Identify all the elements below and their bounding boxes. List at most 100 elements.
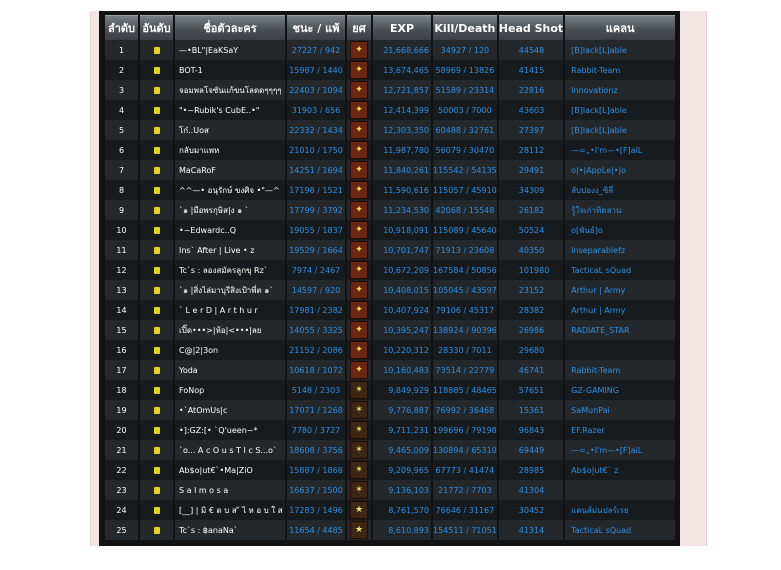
player-name: •`AtOmUs|c xyxy=(175,400,285,420)
table-row: 2 BOT-1 15987 / 1440 ✦ 13,674,465 58969 / 138… xyxy=(105,60,676,80)
clan-link[interactable]: รู้ใจเก่าทิดลาน xyxy=(565,200,676,220)
clan-link[interactable]: Inseparablefz xyxy=(565,240,676,260)
clan-link[interactable] xyxy=(565,340,676,360)
header-rankicon[interactable]: ยศ xyxy=(347,15,371,40)
clan-link[interactable]: [B]lack[L]able xyxy=(565,120,676,140)
clan-link[interactable]: Arthur | Army xyxy=(565,280,676,300)
clan-link[interactable]: EF.Razer xyxy=(565,420,676,440)
level-badge-cell xyxy=(140,200,173,220)
clan-link[interactable]: [B]lack[L]able xyxy=(565,40,676,60)
header-killdeath[interactable]: Kill/Death xyxy=(433,15,497,40)
level-badge-cell xyxy=(140,140,173,160)
table-row: 20 •]:GZ:[• `Q'ueen~* 7780 / 3727 ✶ 9,711,23… xyxy=(105,420,676,440)
player-name: `๑ |สิ่งไล่มาบุรีสิงเป้าพี่ต ๑` xyxy=(175,280,285,300)
table-row: 8 ^^—• อนุรักษ์ ขงศิจ •"—^ 17198 / 1521 ✦ 11… xyxy=(105,180,676,200)
header-level[interactable]: อันดับ xyxy=(140,15,173,40)
player-name: "•~Rubik's CubE..•" xyxy=(175,100,285,120)
headshot-count: 28985 xyxy=(498,460,564,480)
level-badge-cell xyxy=(140,400,173,420)
clan-link[interactable]: GZ-GAMING xyxy=(565,380,676,400)
win-loss: 19055 / 1837 xyxy=(287,220,345,240)
rank-icon-cell: ✦ xyxy=(347,300,371,320)
clan-link[interactable] xyxy=(565,480,676,500)
rank-number: 23 xyxy=(105,480,138,500)
clan-link[interactable]: TacticaL sQuad xyxy=(565,520,676,540)
clan-link[interactable]: SaMunPai xyxy=(565,400,676,420)
kill-death: 76992 / 36468 xyxy=(433,400,497,420)
rank-number: 22 xyxy=(105,460,138,480)
header-clan[interactable]: แคลน xyxy=(565,15,676,40)
header-headshot[interactable]: Head Shot xyxy=(498,15,564,40)
table-row: 6 กลับมาแพห 21010 / 1750 ✦ 11,987,780 56079 /… xyxy=(105,140,676,160)
rank-number: 25 xyxy=(105,520,138,540)
player-name: —•BL"|EaKSaY xyxy=(175,40,285,60)
headshot-count: 41314 xyxy=(498,520,564,540)
level-badge-cell xyxy=(140,240,173,260)
exp-value: 10,395,247 xyxy=(373,320,431,340)
gold-rank-icon: ✦ xyxy=(350,121,368,139)
level-badge-icon xyxy=(153,226,160,234)
player-name: C@|2|3on xyxy=(175,340,285,360)
header-rank[interactable]: ลำดับ xyxy=(105,15,138,40)
rank-icon-cell: ★ xyxy=(347,500,371,520)
level-badge-icon xyxy=(153,266,160,274)
frame-left-border xyxy=(90,11,99,546)
kill-death: 199696 / 79198 xyxy=(433,420,497,440)
clan-link[interactable]: o[พันธ์]o xyxy=(565,220,676,240)
win-loss: 11654 / 4485 xyxy=(287,520,345,540)
player-name: ` L e r D | A r t h u r xyxy=(175,300,285,320)
headshot-count: 30452 xyxy=(498,500,564,520)
player-name: `o... A c O u s T I c S...o` xyxy=(175,440,285,460)
headshot-count: 43603 xyxy=(498,100,564,120)
clan-link[interactable]: Rabbit-Team xyxy=(565,360,676,380)
gold-rank-icon: ✦ xyxy=(350,301,368,319)
headshot-count: 96843 xyxy=(498,420,564,440)
kill-death: 71913 / 23608 xyxy=(433,240,497,260)
level-badge-cell xyxy=(140,340,173,360)
clan-link[interactable]: Ab$o|ut€` z xyxy=(565,460,676,480)
rank-number: 17 xyxy=(105,360,138,380)
win-loss: 16637 / 1500 xyxy=(287,480,345,500)
clan-link[interactable]: TacticaL sQuad xyxy=(565,260,676,280)
silver-rank-icon: ✶ xyxy=(350,481,368,499)
gold-rank-icon: ✦ xyxy=(350,261,368,279)
clan-link[interactable]: Arthur | Army xyxy=(565,300,676,320)
clan-link[interactable]: —=„•I'm—•[F]aiL xyxy=(565,140,676,160)
clan-link[interactable]: o|•|AppLe|•|o xyxy=(565,160,676,180)
level-badge-icon xyxy=(153,486,160,494)
clan-link[interactable]: —=„•I'm—•[F]aiL xyxy=(565,440,676,460)
exp-value: 10,918,091 xyxy=(373,220,431,240)
headshot-count: 46741 xyxy=(498,360,564,380)
clan-link[interactable]: Innovationz xyxy=(565,80,676,100)
header-exp[interactable]: EXP xyxy=(373,15,431,40)
win-loss: 7974 / 2467 xyxy=(287,260,345,280)
clan-link[interactable]: แดนส์ม่นปลร์เรย xyxy=(565,500,676,520)
rank-icon-cell: ✦ xyxy=(347,120,371,140)
rank-icon-cell: ✦ xyxy=(347,240,371,260)
clan-link[interactable]: RADIATE_STAR xyxy=(565,320,676,340)
level-badge-icon xyxy=(153,386,160,394)
header-winloss[interactable]: ชนะ / แพ้ xyxy=(287,15,345,40)
kill-death: 115089 / 45640 xyxy=(433,220,497,240)
header-name[interactable]: ชื่อตัวละคร xyxy=(175,15,285,40)
kill-death: 50003 / 7000 xyxy=(433,100,497,120)
gold-rank-icon: ✦ xyxy=(350,281,368,299)
player-name: •~Edwardc..Q xyxy=(175,220,285,240)
player-name: Tc`s : ลองสมัครลูกขุ Rz` xyxy=(175,260,285,280)
frame-right-border xyxy=(680,11,707,546)
level-badge-icon xyxy=(153,346,160,354)
level-badge-cell xyxy=(140,220,173,240)
level-badge-cell xyxy=(140,460,173,480)
level-badge-icon xyxy=(153,246,160,254)
rank-icon-cell: ★ xyxy=(347,520,371,540)
gold-rank-icon: ✦ xyxy=(350,41,368,59)
kill-death: 60488 / 32761 xyxy=(433,120,497,140)
exp-value: 9,209,965 xyxy=(373,460,431,480)
clan-link[interactable]: Rabbit-Team xyxy=(565,60,676,80)
exp-value: 9,711,231 xyxy=(373,420,431,440)
silver-rank-icon: ✶ xyxy=(350,381,368,399)
gold-rank-icon: ✦ xyxy=(350,361,368,379)
clan-link[interactable]: [B]lack[L]able xyxy=(565,100,676,120)
player-name: BOT-1 xyxy=(175,60,285,80)
clan-link[interactable]: ลับปองง_ซิลี่ xyxy=(565,180,676,200)
